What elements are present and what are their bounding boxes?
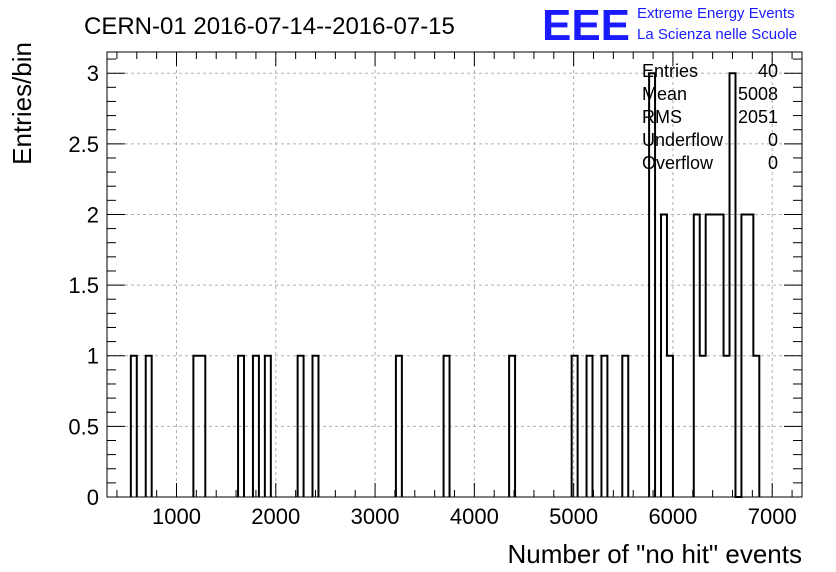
x-tick-label: 6000 xyxy=(648,504,697,529)
x-tick-label: 7000 xyxy=(748,504,797,529)
x-tick-label: 1000 xyxy=(152,504,201,529)
x-axis-label: Number of "no hit" events xyxy=(508,539,803,569)
y-tick-label: 1 xyxy=(87,344,99,369)
y-tick-labels: 0 0.5 1 1.5 2 2.5 3 xyxy=(68,61,99,510)
x-tick-label: 4000 xyxy=(450,504,499,529)
eee-logo: EEE Extreme Energy Events La Scienza nel… xyxy=(542,1,797,50)
x-tick-label: 3000 xyxy=(351,504,400,529)
stats-box: Entries 40 Mean 5008 RMS 2051 Underflow 0 Overfl… xyxy=(642,61,778,173)
histogram-outline xyxy=(129,72,761,498)
y-tick-label: 2.5 xyxy=(68,132,99,157)
y-tick-label: 1.5 xyxy=(68,273,99,298)
y-tick-label: 0 xyxy=(87,485,99,510)
x-tick-labels: 1000 2000 3000 4000 5000 6000 7000 xyxy=(152,504,797,529)
stats-label: Entries xyxy=(642,61,698,81)
axis-ticks xyxy=(107,52,802,498)
stats-value: 5008 xyxy=(738,84,778,104)
stats-label: Overflow xyxy=(642,153,714,173)
stats-value: 40 xyxy=(758,61,778,81)
eee-logo-mark: EEE xyxy=(542,1,630,50)
stats-value: 0 xyxy=(768,130,778,150)
y-tick-label: 3 xyxy=(87,61,99,86)
stats-label: RMS xyxy=(642,107,682,127)
chart-title: CERN-01 2016-07-14--2016-07-15 xyxy=(84,13,455,40)
eee-logo-line1: Extreme Energy Events xyxy=(637,5,795,22)
histogram-series xyxy=(129,72,761,498)
grid-lines xyxy=(107,52,802,497)
x-tick-label: 2000 xyxy=(251,504,300,529)
stats-value: 2051 xyxy=(738,107,778,127)
stats-value: 0 xyxy=(768,153,778,173)
stats-label: Mean xyxy=(642,84,687,104)
eee-logo-line2: La Scienza nelle Scuole xyxy=(637,26,797,43)
plot-frame xyxy=(106,51,803,498)
y-tick-label: 0.5 xyxy=(68,414,99,439)
stats-label: Underflow xyxy=(642,130,724,150)
y-axis-label: Entries/bin xyxy=(7,42,37,165)
y-tick-label: 2 xyxy=(87,202,99,227)
x-tick-label: 5000 xyxy=(549,504,598,529)
